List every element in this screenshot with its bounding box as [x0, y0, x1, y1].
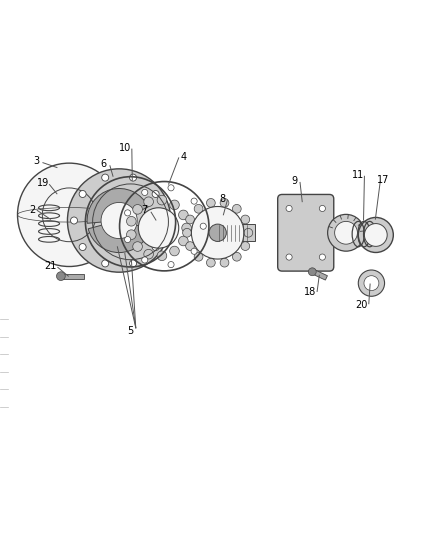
Circle shape [194, 252, 203, 261]
Text: 19: 19 [37, 178, 49, 188]
Circle shape [328, 214, 364, 251]
Circle shape [102, 174, 109, 181]
Circle shape [133, 242, 142, 252]
Bar [215, 224, 255, 241]
Circle shape [358, 217, 393, 253]
Circle shape [286, 254, 292, 260]
Circle shape [286, 205, 292, 212]
Circle shape [186, 241, 194, 251]
Circle shape [133, 205, 142, 214]
Wedge shape [87, 189, 148, 223]
Circle shape [157, 195, 167, 205]
Circle shape [191, 248, 197, 254]
Circle shape [79, 244, 86, 251]
Text: 5: 5 [127, 326, 134, 336]
Text: 6: 6 [100, 159, 106, 169]
Circle shape [127, 216, 136, 226]
Circle shape [182, 223, 191, 233]
Circle shape [335, 221, 357, 244]
Text: 7: 7 [141, 205, 148, 215]
Circle shape [79, 190, 86, 198]
Circle shape [152, 244, 159, 251]
Circle shape [144, 249, 153, 259]
Circle shape [220, 259, 229, 267]
Circle shape [183, 229, 191, 237]
Circle shape [168, 185, 174, 191]
Circle shape [209, 224, 226, 241]
Wedge shape [88, 221, 150, 253]
Text: 10: 10 [119, 143, 131, 153]
Circle shape [138, 208, 179, 248]
Circle shape [364, 223, 387, 246]
Circle shape [152, 190, 159, 198]
Circle shape [142, 189, 148, 196]
Circle shape [206, 198, 215, 207]
Circle shape [191, 206, 244, 259]
Text: 9: 9 [292, 176, 298, 185]
Circle shape [144, 197, 153, 207]
Text: 20: 20 [356, 300, 368, 310]
Text: 3: 3 [33, 156, 39, 166]
Circle shape [319, 254, 325, 260]
Circle shape [57, 272, 65, 280]
Circle shape [179, 236, 188, 246]
Circle shape [102, 260, 109, 267]
Text: 8: 8 [219, 194, 225, 204]
Circle shape [67, 169, 171, 272]
Circle shape [130, 174, 137, 181]
Circle shape [233, 205, 241, 213]
Circle shape [124, 210, 131, 216]
Text: 4: 4 [180, 152, 187, 162]
Circle shape [194, 205, 203, 213]
Circle shape [364, 276, 379, 290]
Circle shape [241, 241, 250, 251]
Circle shape [206, 259, 215, 267]
Circle shape [127, 230, 136, 239]
Circle shape [170, 246, 179, 256]
Text: 17: 17 [377, 175, 389, 185]
Circle shape [170, 200, 179, 209]
Circle shape [319, 205, 325, 212]
Polygon shape [310, 269, 328, 280]
Circle shape [200, 223, 206, 229]
FancyBboxPatch shape [278, 195, 334, 271]
Circle shape [186, 215, 194, 224]
Text: 21: 21 [45, 261, 57, 271]
Circle shape [220, 198, 229, 207]
Text: 18: 18 [304, 287, 316, 297]
Text: 2: 2 [29, 205, 35, 215]
Circle shape [244, 229, 253, 237]
Text: 11: 11 [352, 169, 364, 180]
Circle shape [191, 198, 197, 204]
Circle shape [308, 268, 316, 276]
Circle shape [179, 210, 188, 220]
Circle shape [233, 252, 241, 261]
Circle shape [168, 262, 174, 268]
Bar [61, 273, 84, 279]
Circle shape [130, 260, 137, 267]
Circle shape [241, 215, 250, 224]
Circle shape [124, 237, 131, 243]
Circle shape [358, 270, 385, 296]
Circle shape [157, 251, 167, 261]
Circle shape [141, 257, 148, 263]
Circle shape [161, 217, 168, 224]
Circle shape [71, 217, 78, 224]
Circle shape [18, 163, 121, 266]
Circle shape [101, 203, 137, 239]
